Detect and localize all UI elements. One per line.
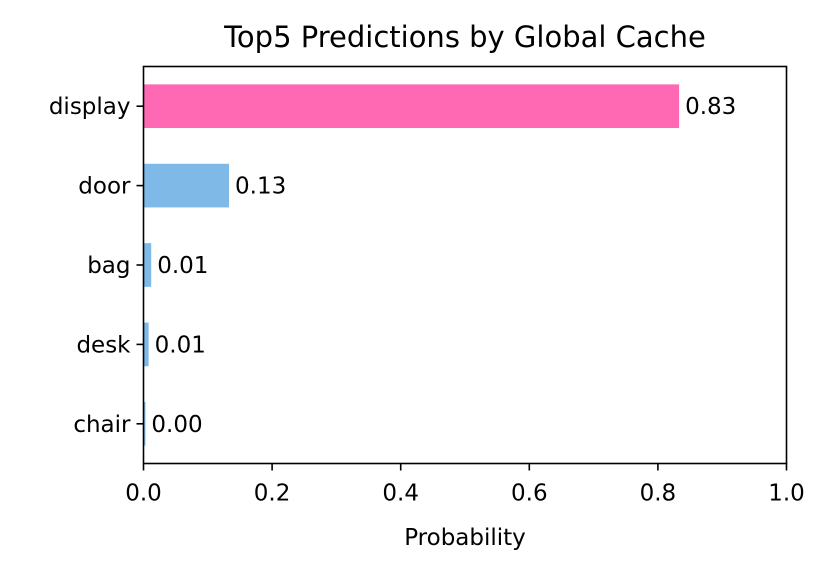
bar-bag (143, 243, 152, 287)
y-tick-label-door: door (78, 174, 131, 200)
chart-title: Top5 Predictions by Global Cache (223, 20, 706, 54)
bars-group (143, 84, 680, 446)
x-axis-label: Probability (404, 525, 526, 551)
x-axis: 0.0 0.2 0.4 0.6 0.8 1.0 (125, 463, 805, 507)
y-tick-label-desk: desk (76, 332, 131, 358)
bar-desk (143, 322, 149, 367)
bar-chair (143, 401, 146, 446)
value-label-desk: 0.01 (155, 332, 206, 358)
bar-door (143, 163, 230, 208)
value-label-bag: 0.01 (157, 253, 208, 279)
value-label-chair: 0.00 (151, 412, 202, 438)
x-tick-label-2: 0.4 (382, 481, 419, 507)
x-tick-label-5: 1.0 (768, 481, 805, 507)
y-axis: display door bag desk chair (49, 94, 144, 438)
value-labels-group: 0.83 0.13 0.01 0.01 0.00 (151, 94, 736, 438)
bar-display (143, 84, 680, 129)
value-label-display: 0.83 (685, 94, 736, 120)
x-tick-label-1: 0.2 (254, 481, 291, 507)
y-tick-label-bag: bag (87, 253, 130, 279)
y-tick-label-chair: chair (73, 412, 131, 438)
value-label-door: 0.13 (235, 174, 286, 200)
x-tick-label-0: 0.0 (125, 481, 162, 507)
x-tick-label-3: 0.6 (511, 481, 548, 507)
y-tick-label-display: display (49, 94, 131, 120)
x-tick-label-4: 0.8 (640, 481, 677, 507)
